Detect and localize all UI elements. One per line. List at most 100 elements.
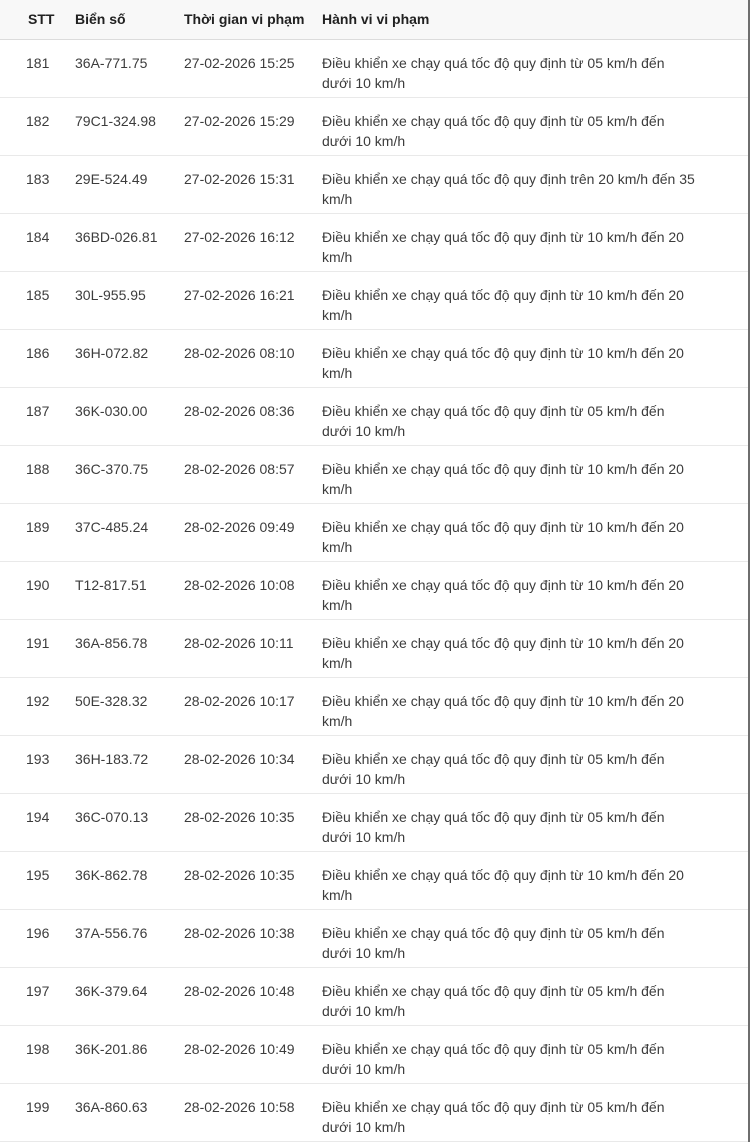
- table-row: 199 36A-860.63 28-02-2026 10:58 Điều khi…: [0, 1083, 750, 1142]
- license-plate-cell: 36C-370.75: [75, 445, 184, 504]
- violation-act-cell: Điều khiển xe chạy quá tốc độ quy định t…: [322, 735, 750, 794]
- violation-time-cell: 28-02-2026 08:10: [184, 329, 322, 388]
- violation-act-cell: Điều khiển xe chạy quá tốc độ quy định t…: [322, 503, 750, 562]
- violation-time-cell: 27-02-2026 15:25: [184, 39, 322, 98]
- table-row: 182 79C1-324.98 27-02-2026 15:29 Điều kh…: [0, 97, 750, 156]
- table-row: 194 36C-070.13 28-02-2026 10:35 Điều khi…: [0, 793, 750, 852]
- column-header-license-plate: Biển số: [75, 0, 184, 40]
- table-row: 186 36H-072.82 28-02-2026 08:10 Điều khi…: [0, 329, 750, 388]
- table-row: 183 29E-524.49 27-02-2026 15:31 Điều khi…: [0, 155, 750, 214]
- table-row: 193 36H-183.72 28-02-2026 10:34 Điều khi…: [0, 735, 750, 794]
- violation-act-cell: Điều khiển xe chạy quá tốc độ quy định t…: [322, 677, 750, 736]
- license-plate-cell: 36H-183.72: [75, 735, 184, 794]
- license-plate-cell: 30L-955.95: [75, 271, 184, 330]
- license-plate-cell: 36K-201.86: [75, 1025, 184, 1084]
- license-plate-cell: 36K-379.64: [75, 967, 184, 1026]
- license-plate-cell: 36K-862.78: [75, 851, 184, 910]
- violation-act-cell: Điều khiển xe chạy quá tốc độ quy định t…: [322, 909, 750, 968]
- stt-cell: 192: [0, 677, 75, 736]
- table-row: 198 36K-201.86 28-02-2026 10:49 Điều khi…: [0, 1025, 750, 1084]
- violation-time-cell: 28-02-2026 10:48: [184, 967, 322, 1026]
- license-plate-cell: 37A-556.76: [75, 909, 184, 968]
- violation-act-cell: Điều khiển xe chạy quá tốc độ quy định t…: [322, 97, 750, 156]
- license-plate-cell: 36A-771.75: [75, 39, 184, 98]
- license-plate-cell: 36H-072.82: [75, 329, 184, 388]
- table-row: 184 36BD-026.81 27-02-2026 16:12 Điều kh…: [0, 213, 750, 272]
- violation-time-cell: 28-02-2026 10:08: [184, 561, 322, 620]
- violation-act-cell: Điều khiển xe chạy quá tốc độ quy định t…: [322, 271, 750, 330]
- right-edge-line: [748, 0, 750, 1142]
- stt-cell: 196: [0, 909, 75, 968]
- license-plate-cell: 79C1-324.98: [75, 97, 184, 156]
- violation-time-cell: 28-02-2026 10:34: [184, 735, 322, 794]
- violation-time-cell: 28-02-2026 10:49: [184, 1025, 322, 1084]
- violation-act-cell: Điều khiển xe chạy quá tốc độ quy định t…: [322, 387, 750, 446]
- table-row: 188 36C-370.75 28-02-2026 08:57 Điều khi…: [0, 445, 750, 504]
- table-row: 185 30L-955.95 27-02-2026 16:21 Điều khi…: [0, 271, 750, 330]
- violation-time-cell: 28-02-2026 10:11: [184, 619, 322, 678]
- stt-cell: 188: [0, 445, 75, 504]
- stt-cell: 185: [0, 271, 75, 330]
- violation-time-cell: 27-02-2026 16:21: [184, 271, 322, 330]
- column-header-violation-act: Hành vi vi phạm: [322, 0, 750, 40]
- violation-act-cell: Điều khiển xe chạy quá tốc độ quy định t…: [322, 329, 750, 388]
- table-row: 189 37C-485.24 28-02-2026 09:49 Điều khi…: [0, 503, 750, 562]
- stt-cell: 181: [0, 39, 75, 98]
- stt-cell: 186: [0, 329, 75, 388]
- stt-cell: 190: [0, 561, 75, 620]
- license-plate-cell: 36BD-026.81: [75, 213, 184, 272]
- stt-cell: 191: [0, 619, 75, 678]
- violation-act-cell: Điều khiển xe chạy quá tốc độ quy định t…: [322, 39, 750, 98]
- violation-act-cell: Điều khiển xe chạy quá tốc độ quy định t…: [322, 1083, 750, 1142]
- license-plate-cell: T12-817.51: [75, 561, 184, 620]
- violation-time-cell: 28-02-2026 09:49: [184, 503, 322, 562]
- violation-act-cell: Điều khiển xe chạy quá tốc độ quy định t…: [322, 967, 750, 1026]
- table-row: 192 50E-328.32 28-02-2026 10:17 Điều khi…: [0, 677, 750, 736]
- violation-act-cell: Điều khiển xe chạy quá tốc độ quy định t…: [322, 445, 750, 504]
- stt-cell: 183: [0, 155, 75, 214]
- table-row: 187 36K-030.00 28-02-2026 08:36 Điều khi…: [0, 387, 750, 446]
- table-row: 191 36A-856.78 28-02-2026 10:11 Điều khi…: [0, 619, 750, 678]
- header-row: STT Biển số Thời gian vi phạm Hành vi vi…: [0, 0, 750, 40]
- violation-time-cell: 28-02-2026 10:35: [184, 793, 322, 852]
- table-row: 181 36A-771.75 27-02-2026 15:25 Điều khi…: [0, 39, 750, 98]
- stt-cell: 195: [0, 851, 75, 910]
- violation-time-cell: 27-02-2026 15:31: [184, 155, 322, 214]
- column-header-stt: STT: [0, 0, 75, 40]
- violation-act-cell: Điều khiển xe chạy quá tốc độ quy định t…: [322, 619, 750, 678]
- column-header-violation-time: Thời gian vi phạm: [184, 0, 322, 40]
- violation-act-cell: Điều khiển xe chạy quá tốc độ quy định t…: [322, 851, 750, 910]
- violation-time-cell: 28-02-2026 08:57: [184, 445, 322, 504]
- stt-cell: 197: [0, 967, 75, 1026]
- table-row: 190 T12-817.51 28-02-2026 10:08 Điều khi…: [0, 561, 750, 620]
- stt-cell: 184: [0, 213, 75, 272]
- table-row: 195 36K-862.78 28-02-2026 10:35 Điều khi…: [0, 851, 750, 910]
- violation-act-cell: Điều khiển xe chạy quá tốc độ quy định t…: [322, 1025, 750, 1084]
- stt-cell: 193: [0, 735, 75, 794]
- violation-time-cell: 28-02-2026 10:35: [184, 851, 322, 910]
- license-plate-cell: 36A-860.63: [75, 1083, 184, 1142]
- license-plate-cell: 36K-030.00: [75, 387, 184, 446]
- violation-time-cell: 28-02-2026 10:58: [184, 1083, 322, 1142]
- table-row: 197 36K-379.64 28-02-2026 10:48 Điều khi…: [0, 967, 750, 1026]
- license-plate-cell: 36A-856.78: [75, 619, 184, 678]
- stt-cell: 198: [0, 1025, 75, 1084]
- violation-time-cell: 28-02-2026 08:36: [184, 387, 322, 446]
- stt-cell: 194: [0, 793, 75, 852]
- license-plate-cell: 36C-070.13: [75, 793, 184, 852]
- violation-time-cell: 27-02-2026 16:12: [184, 213, 322, 272]
- table-header: STT Biển số Thời gian vi phạm Hành vi vi…: [0, 0, 750, 40]
- violation-time-cell: 28-02-2026 10:17: [184, 677, 322, 736]
- violation-time-cell: 28-02-2026 10:38: [184, 909, 322, 968]
- violations-tbody: 181 36A-771.75 27-02-2026 15:25 Điều khi…: [0, 39, 750, 1142]
- stt-cell: 189: [0, 503, 75, 562]
- violation-time-cell: 27-02-2026 15:29: [184, 97, 322, 156]
- license-plate-cell: 29E-524.49: [75, 155, 184, 214]
- license-plate-cell: 50E-328.32: [75, 677, 184, 736]
- stt-cell: 187: [0, 387, 75, 446]
- violation-act-cell: Điều khiển xe chạy quá tốc độ quy định t…: [322, 793, 750, 852]
- violation-act-cell: Điều khiển xe chạy quá tốc độ quy định t…: [322, 155, 750, 214]
- license-plate-cell: 37C-485.24: [75, 503, 184, 562]
- violation-act-cell: Điều khiển xe chạy quá tốc độ quy định t…: [322, 213, 750, 272]
